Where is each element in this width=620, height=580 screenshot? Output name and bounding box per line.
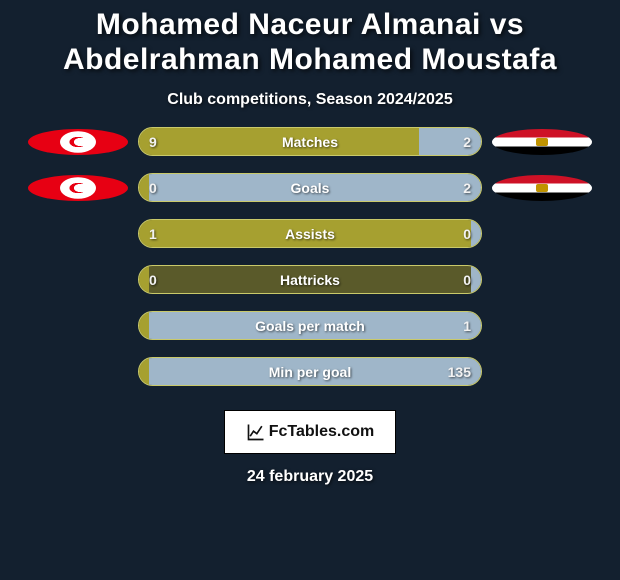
flag-right-placeholder <box>492 313 592 339</box>
stat-bar: 1Goals per match <box>138 311 482 340</box>
stat-row: 135Min per goal <box>10 357 610 386</box>
flag-right <box>492 129 592 155</box>
flag-right-placeholder <box>492 221 592 247</box>
comparison-rows: 92Matches 02Goals 10Assists 00Hattricks 1Goa… <box>0 127 620 386</box>
flag-right-placeholder <box>492 359 592 385</box>
flag-left-placeholder <box>28 221 128 247</box>
stat-bar: 92Matches <box>138 127 482 156</box>
flag-left <box>28 129 128 155</box>
bar-segment-right <box>149 358 481 385</box>
stat-bar: 135Min per goal <box>138 357 482 386</box>
stat-value-left: 0 <box>149 266 157 293</box>
date-text: 24 february 2025 <box>0 454 620 486</box>
page-title: Mohamed Naceur Almanai vs Abdelrahman Mo… <box>0 0 620 77</box>
stat-row: 1Goals per match <box>10 311 610 340</box>
bar-segment-right <box>471 266 481 293</box>
flag-left <box>28 175 128 201</box>
stat-row: 02Goals <box>10 173 610 202</box>
bar-segment-left <box>139 174 149 201</box>
bar-segment-right <box>419 128 481 155</box>
stat-bar: 10Assists <box>138 219 482 248</box>
flag-right-placeholder <box>492 267 592 293</box>
logo-text: FcTables.com <box>269 423 375 441</box>
fctables-logo-link[interactable]: FcTables.com <box>224 410 396 454</box>
bar-segment-left <box>139 266 149 293</box>
bar-segment-left <box>139 128 419 155</box>
flag-left-placeholder <box>28 359 128 385</box>
bar-segment-right <box>149 174 481 201</box>
stat-row: 92Matches <box>10 127 610 156</box>
bar-segment-right <box>149 312 481 339</box>
stat-row: 10Assists <box>10 219 610 248</box>
bar-segment-left <box>139 358 149 385</box>
stat-bar: 00Hattricks <box>138 265 482 294</box>
stat-row: 00Hattricks <box>10 265 610 294</box>
bar-segment-left <box>139 312 149 339</box>
subtitle: Club competitions, Season 2024/2025 <box>0 77 620 127</box>
stat-label: Hattricks <box>139 266 481 293</box>
bar-segment-left <box>139 220 471 247</box>
flag-left-placeholder <box>28 267 128 293</box>
stat-bar: 02Goals <box>138 173 482 202</box>
flag-left-placeholder <box>28 313 128 339</box>
chart-icon <box>246 422 266 442</box>
flag-right <box>492 175 592 201</box>
bar-segment-right <box>471 220 481 247</box>
